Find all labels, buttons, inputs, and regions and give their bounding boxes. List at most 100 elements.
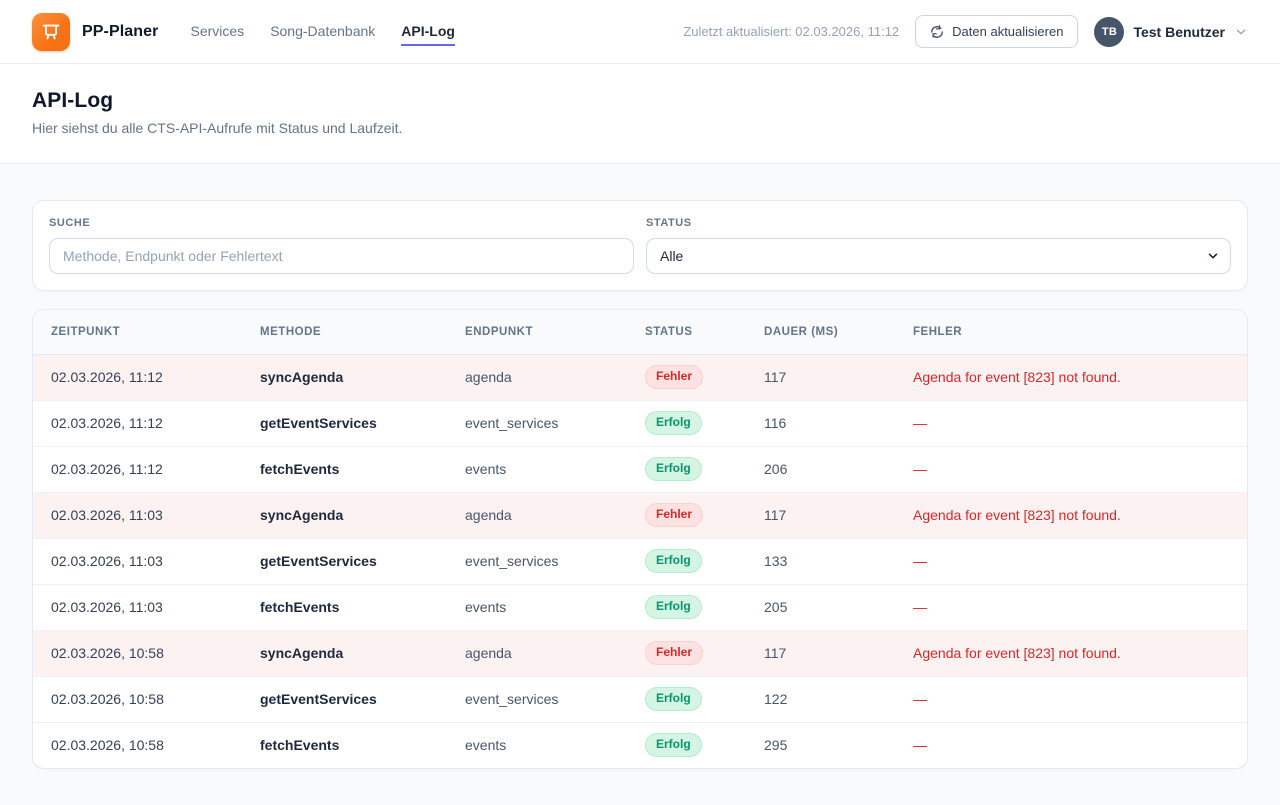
cell-status: Fehler	[645, 491, 764, 538]
cell-duration: 205	[764, 583, 913, 630]
cell-duration: 117	[764, 629, 913, 676]
user-menu[interactable]: TB Test Benutzer	[1094, 16, 1248, 47]
column-header-endpunkt: ENDPUNKT	[465, 310, 645, 355]
table-row: 02.03.2026, 11:12 getEventServices event_s…	[33, 399, 1247, 446]
cell-error: Agenda for event [823] not found.	[913, 354, 1247, 400]
search-input[interactable]	[49, 238, 634, 274]
header-right: Zuletzt aktualisiert: 02.03.2026, 11:12 …	[683, 15, 1248, 48]
status-select[interactable]: Alle	[646, 238, 1231, 274]
cell-timestamp: 02.03.2026, 11:03	[33, 537, 260, 584]
nav-item-song-datenbank[interactable]: Song-Datenbank	[270, 23, 376, 39]
status-badge: Erfolg	[645, 733, 702, 758]
refresh-button[interactable]: Daten aktualisieren	[915, 15, 1079, 48]
cell-status: Erfolg	[645, 445, 764, 492]
cell-method: getEventServices	[260, 537, 465, 584]
cell-status: Erfolg	[645, 675, 764, 722]
cell-duration: 122	[764, 675, 913, 722]
cell-status: Fehler	[645, 629, 764, 676]
cell-duration: 117	[764, 354, 913, 400]
status-label: STATUS	[646, 217, 692, 229]
table-row: 02.03.2026, 11:12 syncAgenda agenda Fehler 1…	[33, 354, 1247, 400]
cell-timestamp: 02.03.2026, 10:58	[33, 675, 260, 722]
cell-endpoint: event_services	[465, 537, 645, 584]
table-row: 02.03.2026, 10:58 fetchEvents events Erfolg…	[33, 721, 1247, 768]
page-title: API-Log	[32, 89, 114, 112]
search-label: SUCHE	[49, 217, 91, 229]
cell-endpoint: event_services	[465, 399, 645, 446]
cell-error: —	[913, 399, 1247, 446]
refresh-icon	[930, 24, 944, 39]
cell-error: Agenda for event [823] not found.	[913, 629, 1247, 676]
cell-error: —	[913, 583, 1247, 630]
cell-method: fetchEvents	[260, 721, 465, 768]
log-table-body: 02.03.2026, 11:12 syncAgenda agenda Fehler 1…	[33, 354, 1247, 768]
api-log-table: ZEITPUNKT METHODE ENDPUNKT STATUS DAUER …	[33, 310, 1247, 768]
avatar: TB	[1094, 16, 1125, 47]
user-name: Test Benutzer	[1133, 23, 1225, 40]
page-subtitle: Hier siehst du alle CTS-API-Aufrufe mit …	[32, 120, 403, 136]
cell-error: —	[913, 445, 1247, 492]
cell-endpoint: agenda	[465, 629, 645, 676]
cell-endpoint: events	[465, 721, 645, 768]
cell-status: Erfolg	[645, 399, 764, 446]
cell-status: Erfolg	[645, 537, 764, 584]
status-badge: Erfolg	[645, 595, 702, 619]
cell-endpoint: events	[465, 583, 645, 630]
status-badge: Fehler	[645, 641, 704, 665]
brand-name: PP-Planer	[82, 22, 159, 40]
refresh-button-label: Daten aktualisieren	[952, 24, 1064, 39]
cell-status: Fehler	[645, 354, 764, 400]
cell-timestamp: 02.03.2026, 11:03	[33, 491, 260, 538]
app-header: PP-Planer Services Song-Datenbank API-Lo…	[0, 0, 1280, 64]
cell-method: fetchEvents	[260, 583, 465, 630]
cell-timestamp: 02.03.2026, 11:12	[33, 445, 260, 492]
cell-error: —	[913, 675, 1247, 722]
cell-duration: 206	[764, 445, 913, 492]
column-header-fehler: FEHLER	[913, 310, 1247, 355]
cell-method: syncAgenda	[260, 629, 465, 676]
column-header-zeitpunkt: ZEITPUNKT	[33, 310, 260, 355]
cell-endpoint: agenda	[465, 354, 645, 400]
cell-method: getEventServices	[260, 675, 465, 722]
cell-timestamp: 02.03.2026, 11:12	[33, 354, 260, 400]
status-badge: Fehler	[645, 365, 704, 389]
cell-endpoint: agenda	[465, 491, 645, 538]
cell-endpoint: events	[465, 445, 645, 492]
table-row: 02.03.2026, 10:58 syncAgenda agenda Fehler 1…	[33, 629, 1247, 676]
table-row: 02.03.2026, 10:58 getEventServices event_s…	[33, 675, 1247, 722]
cell-duration: 117	[764, 491, 913, 538]
column-header-methode: METHODE	[260, 310, 465, 355]
cell-status: Erfolg	[645, 583, 764, 630]
cell-timestamp: 02.03.2026, 10:58	[33, 629, 260, 676]
page-header: API-Log Hier siehst du alle CTS-API-Aufr…	[0, 64, 1280, 164]
cell-method: syncAgenda	[260, 354, 465, 400]
nav-item-services[interactable]: Services	[190, 23, 245, 39]
search-field-group: SUCHE	[49, 217, 634, 274]
table-row: 02.03.2026, 11:03 syncAgenda agenda Fehler 1…	[33, 491, 1247, 538]
status-field-group: STATUS Alle	[646, 217, 1231, 274]
main-nav: Services Song-Datenbank API-Log	[191, 0, 455, 63]
status-badge: Erfolg	[645, 457, 702, 481]
cell-method: getEventServices	[260, 399, 465, 446]
main-content: SUCHE STATUS Alle ZEITPUNKT	[0, 164, 1280, 805]
last-updated-text: Zuletzt aktualisiert: 02.03.2026, 11:12	[683, 24, 900, 39]
cell-status: Erfolg	[645, 721, 764, 768]
nav-item-api-log[interactable]: API-Log	[401, 17, 455, 46]
filter-card: SUCHE STATUS Alle	[32, 200, 1248, 291]
cell-duration: 295	[764, 721, 913, 768]
cell-error: —	[913, 721, 1247, 768]
table-row: 02.03.2026, 11:03 getEventServices event_s…	[33, 537, 1247, 584]
cell-timestamp: 02.03.2026, 10:58	[33, 721, 260, 768]
app-logo-icon	[32, 12, 70, 51]
cell-timestamp: 02.03.2026, 11:03	[33, 583, 260, 630]
status-badge: Erfolg	[645, 687, 702, 711]
cell-method: syncAgenda	[260, 491, 465, 538]
cell-timestamp: 02.03.2026, 11:12	[33, 399, 260, 446]
table-row: 02.03.2026, 11:03 fetchEvents events Erfolg…	[33, 583, 1247, 630]
cell-duration: 116	[764, 399, 913, 446]
status-badge: Fehler	[645, 503, 704, 527]
table-row: 02.03.2026, 11:12 fetchEvents events Erfolg…	[33, 445, 1247, 492]
status-badge: Erfolg	[645, 549, 702, 573]
brand: PP-Planer	[32, 12, 159, 51]
chevron-down-icon	[1234, 25, 1248, 39]
